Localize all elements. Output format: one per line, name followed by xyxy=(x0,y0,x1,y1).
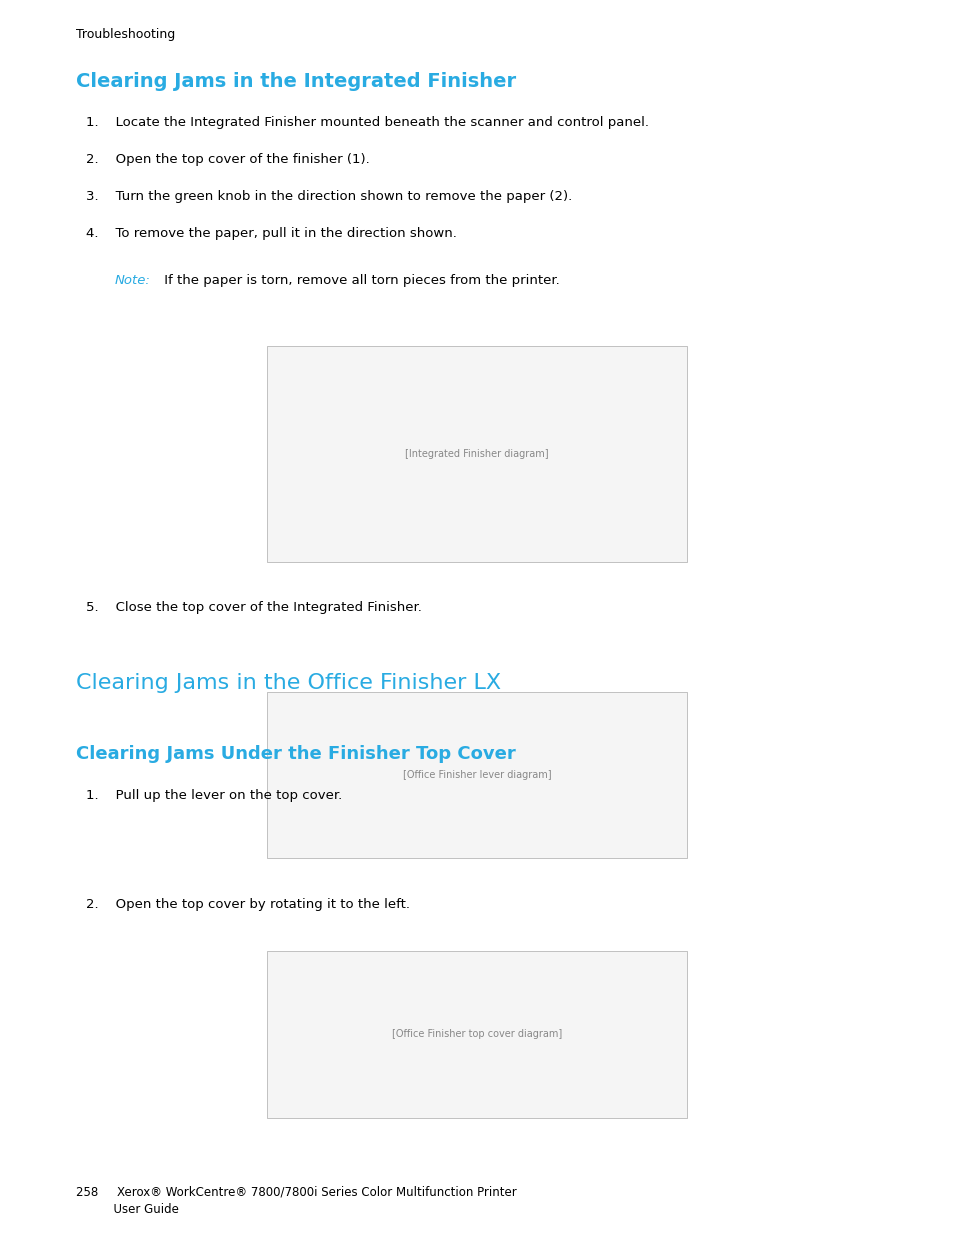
Text: [Integrated Finisher diagram]: [Integrated Finisher diagram] xyxy=(405,448,548,459)
Text: 5.    Close the top cover of the Integrated Finisher.: 5. Close the top cover of the Integrated… xyxy=(86,601,421,615)
Text: Clearing Jams Under the Finisher Top Cover: Clearing Jams Under the Finisher Top Cov… xyxy=(76,745,516,763)
Text: 1.    Pull up the lever on the top cover.: 1. Pull up the lever on the top cover. xyxy=(86,789,342,803)
FancyBboxPatch shape xyxy=(267,692,686,858)
Text: [Office Finisher lever diagram]: [Office Finisher lever diagram] xyxy=(402,769,551,781)
Text: Clearing Jams in the Integrated Finisher: Clearing Jams in the Integrated Finisher xyxy=(76,72,516,90)
Text: 3.    Turn the green knob in the direction shown to remove the paper (2).: 3. Turn the green knob in the direction … xyxy=(86,190,572,204)
Text: Note:: Note: xyxy=(114,274,151,288)
FancyBboxPatch shape xyxy=(267,346,686,562)
Text: 2.    Open the top cover by rotating it to the left.: 2. Open the top cover by rotating it to … xyxy=(86,898,410,911)
FancyBboxPatch shape xyxy=(267,951,686,1118)
Text: User Guide: User Guide xyxy=(76,1203,179,1216)
Text: Clearing Jams in the Office Finisher LX: Clearing Jams in the Office Finisher LX xyxy=(76,673,501,693)
Text: 4.    To remove the paper, pull it in the direction shown.: 4. To remove the paper, pull it in the d… xyxy=(86,227,456,241)
Text: Troubleshooting: Troubleshooting xyxy=(76,28,175,42)
Text: 258     Xerox® WorkCentre® 7800/7800i Series Color Multifunction Printer: 258 Xerox® WorkCentre® 7800/7800i Series… xyxy=(76,1186,517,1199)
Text: [Office Finisher top cover diagram]: [Office Finisher top cover diagram] xyxy=(392,1029,561,1040)
Text: 2.    Open the top cover of the finisher (1).: 2. Open the top cover of the finisher (1… xyxy=(86,153,369,167)
Text: If the paper is torn, remove all torn pieces from the printer.: If the paper is torn, remove all torn pi… xyxy=(160,274,559,288)
Text: 1.    Locate the Integrated Finisher mounted beneath the scanner and control pan: 1. Locate the Integrated Finisher mounte… xyxy=(86,116,648,130)
